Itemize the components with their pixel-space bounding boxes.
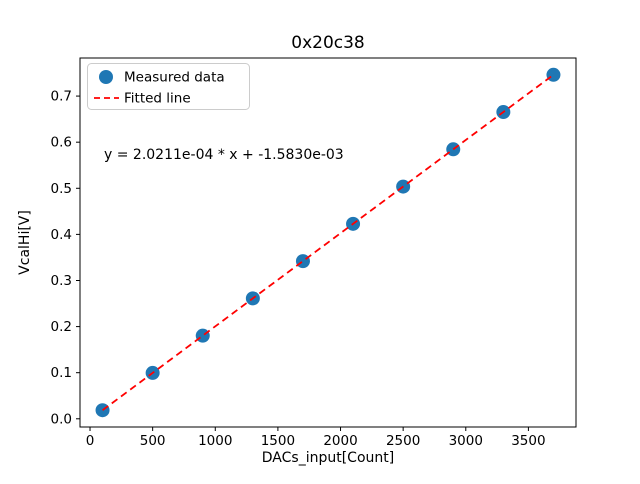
y-tick-label: 0.7 — [51, 89, 72, 105]
scatter-point — [95, 403, 110, 418]
x-tick-label: 1500 — [261, 433, 295, 449]
y-tick-label: 0.3 — [51, 273, 72, 289]
legend-box — [87, 63, 250, 110]
legend-label-fitted: Fitted line — [124, 91, 191, 107]
scatter-point — [195, 328, 210, 343]
x-tick-label: 1000 — [198, 433, 232, 449]
y-tick-label: 0.0 — [51, 411, 72, 427]
fitted-line — [102, 74, 554, 411]
fit-equation-annotation: y = 2.0211e-04 * x + -1.5830e-03 — [104, 147, 344, 163]
y-tick-label: 0.6 — [51, 135, 72, 151]
y-tick-label: 0.2 — [51, 319, 72, 335]
scatter-point — [546, 67, 561, 82]
legend-label-measured: Measured data — [124, 70, 225, 86]
x-tick-label: 0 — [86, 433, 95, 449]
scatter-point — [295, 254, 310, 269]
x-axis-label: DACs_input[Count] — [262, 450, 394, 466]
y-tick-label: 0.1 — [51, 365, 72, 381]
y-tick-label: 0.4 — [51, 227, 72, 243]
x-tick-label: 500 — [140, 433, 166, 449]
x-tick-label: 3000 — [449, 433, 483, 449]
chart-title: 0x20c38 — [291, 33, 365, 53]
x-tick-label: 2500 — [386, 433, 420, 449]
y-axis-label: VcalHi[V] — [17, 210, 33, 275]
plot-border — [79, 57, 577, 428]
plot-area: 0 500 1000 1500 2000 2500 3000 3500 0.0 0.1 0.2 0.3… — [51, 63, 561, 449]
y-tick-label: 0.5 — [51, 181, 72, 197]
x-tick-label: 3500 — [511, 433, 545, 449]
x-tick-label: 2000 — [323, 433, 357, 449]
legend-marker-measured-icon — [99, 70, 113, 84]
